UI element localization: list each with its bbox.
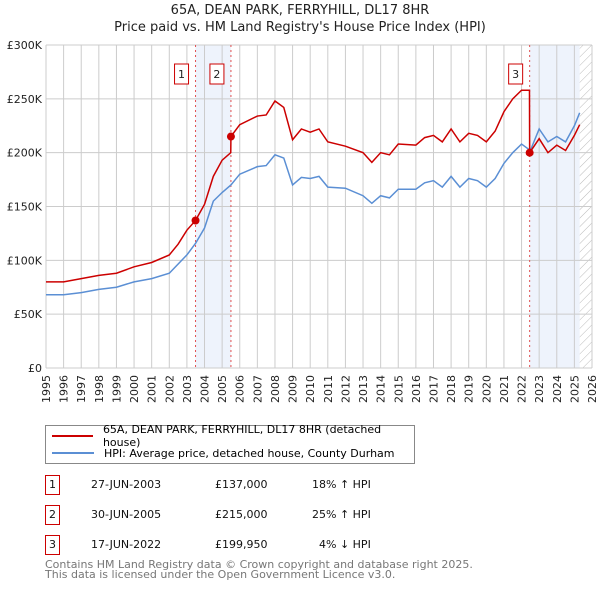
sale-label-box (174, 63, 190, 85)
marker-badge: 2 (45, 505, 60, 525)
x-tick-label: 1999 (110, 375, 123, 403)
y-tick-label: £200K (7, 147, 43, 160)
x-tick-label: 2021 (498, 375, 511, 403)
x-tick-label: 2007 (251, 375, 264, 403)
y-tick-label: £250K (7, 93, 43, 106)
x-tick-label: 2010 (304, 375, 317, 403)
x-tick-label: 2013 (357, 375, 370, 403)
y-tick-label: £100K (7, 254, 43, 267)
price: £199,950 (215, 538, 268, 551)
legend-label: 65A, DEAN PARK, FERRYHILL, DL17 8HR (det… (102, 423, 382, 449)
x-tick-label: 2002 (163, 375, 176, 403)
x-tick-label: 2000 (128, 375, 141, 403)
x-tick-label: 2025 (568, 375, 581, 403)
legend-swatch-blue (52, 452, 94, 454)
sale-label-box (209, 63, 225, 85)
plot-area: 1995 1996 1997 1998 1999 2000 2001 2002 2003 2004… (7, 39, 599, 403)
y-tick-label: £150K (7, 201, 43, 214)
price: £215,000 (215, 508, 268, 521)
x-tick-label: 2018 (445, 375, 458, 403)
x-tick-label: 2024 (551, 375, 564, 403)
date: 17-JUN-2022 (91, 538, 162, 551)
x-tick-label: 2009 (287, 375, 300, 403)
y-tick-label: £0 (28, 362, 42, 375)
legend-item-hpi: HPI: Average price, detached house, Coun… (52, 445, 395, 461)
x-tick-label: 2022 (516, 375, 529, 403)
marker-badge: 3 (45, 535, 60, 555)
date: 27-JUN-2003 (91, 478, 162, 491)
x-tick-label: 1997 (75, 375, 88, 403)
footer-line: This data is licensed under the Open Gov… (45, 568, 396, 581)
x-tick-label: 2001 (146, 375, 159, 403)
legend: 65A, DEAN PARK, FERRYHILL, DL17 8HR (det… (45, 423, 415, 464)
x-tick-label: 1998 (93, 375, 106, 403)
x-tick-label: 2008 (269, 375, 282, 403)
x-tick-label: 2020 (480, 375, 493, 403)
x-tick-label: 2004 (199, 375, 212, 403)
x-tick-label: 2017 (427, 375, 440, 403)
transaction-row: 2 30-JUN-2005 £215,000 25% ↑ HPI (45, 505, 465, 525)
x-tick-label: 2023 (533, 375, 546, 403)
sale-point (226, 132, 235, 141)
x-tick-label: 2019 (463, 375, 476, 403)
marker-badge: 1 (45, 475, 60, 495)
price: £137,000 (215, 478, 268, 491)
x-tick-label: 1996 (58, 375, 71, 403)
y-tick-label: £300K (7, 39, 43, 52)
legend-item-property: 65A, DEAN PARK, FERRYHILL, DL17 8HR (det… (52, 423, 414, 449)
sale-point (191, 216, 200, 225)
hpi-diff: 4% ↓ HPI (319, 538, 371, 551)
legend-swatch-red (52, 435, 93, 437)
transaction-row: 1 27-JUN-2003 £137,000 18% ↑ HPI (45, 475, 465, 495)
hpi-line (46, 112, 581, 296)
y-tick-label: £50K (14, 308, 43, 321)
x-tick-label: 2015 (392, 375, 405, 403)
x-tick-label: 2003 (181, 375, 194, 403)
x-tick-label: 2016 (410, 375, 423, 403)
x-tick-label: 2005 (216, 375, 229, 403)
legend-label: HPI: Average price, detached house, Coun… (104, 446, 395, 460)
chart-subtitle: Price paid vs. HM Land Registry's House … (114, 20, 486, 35)
x-tick-label: 2011 (322, 375, 335, 403)
x-tick-label: 2014 (375, 375, 388, 403)
x-tick-label: 1995 (40, 375, 53, 403)
sale-label: 3 (512, 68, 519, 81)
property-price-line (46, 89, 581, 283)
sale-label-box (508, 63, 524, 85)
x-tick-label: 2012 (339, 375, 352, 403)
sale-point (525, 148, 534, 157)
transaction-row: 3 17-JUN-2022 £199,950 4% ↓ HPI (45, 535, 465, 555)
hpi-diff: 18% ↑ HPI (312, 478, 371, 491)
date: 30-JUN-2005 (91, 508, 162, 521)
sale-label: 2 (213, 68, 220, 81)
x-tick-label: 2006 (234, 375, 247, 403)
hpi-diff: 25% ↑ HPI (312, 508, 371, 521)
footer: Contains HM Land Registry data © Crown c… (45, 558, 473, 581)
x-tick-label: 2026 (586, 375, 599, 403)
sale-label: 1 (178, 68, 185, 81)
footer-line: Contains HM Land Registry data © Crown c… (45, 558, 473, 571)
chart-title: 65A, DEAN PARK, FERRYHILL, DL17 8HR (170, 3, 430, 18)
